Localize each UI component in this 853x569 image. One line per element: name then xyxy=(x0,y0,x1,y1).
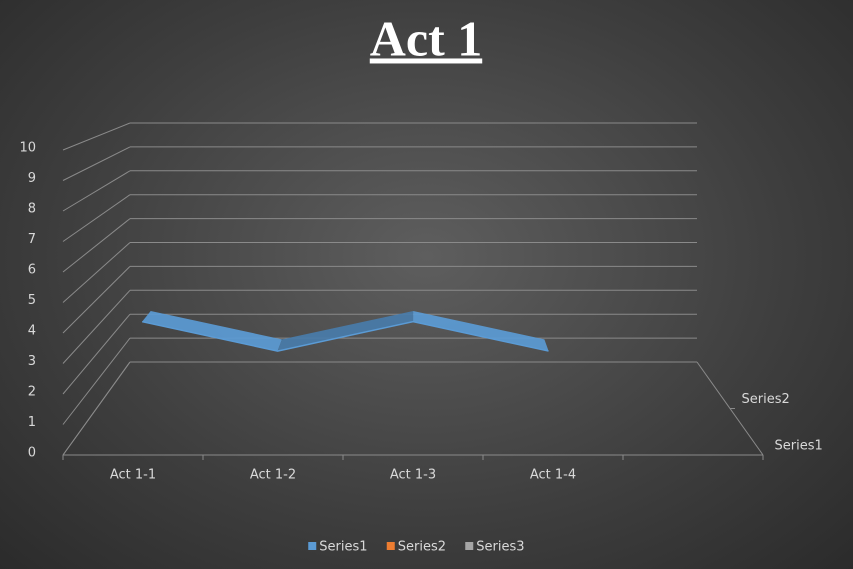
y-tick-label: 6 xyxy=(28,263,36,278)
grid-line xyxy=(62,122,131,151)
x-tick-label: Act 1-1 xyxy=(110,468,156,483)
ribbon-edge xyxy=(141,320,549,352)
legend-label: Series2 xyxy=(398,540,446,555)
grid-line xyxy=(62,361,131,456)
y-tick-label: 10 xyxy=(19,141,36,156)
grid-line xyxy=(62,313,131,395)
grid-line xyxy=(62,170,131,212)
depth-label: Series2 xyxy=(742,392,790,407)
grid-line xyxy=(62,146,131,181)
y-tick-label: 5 xyxy=(28,293,36,308)
x-tick-label: Act 1-2 xyxy=(250,468,296,483)
x-tick-label: Act 1-4 xyxy=(530,468,576,483)
ribbon-segment xyxy=(142,311,282,352)
legend-label: Series1 xyxy=(319,540,367,555)
y-tick-label: 4 xyxy=(28,324,36,339)
grid-line xyxy=(62,218,131,273)
legend-swatch xyxy=(308,542,317,550)
x-tick-label: Act 1-3 xyxy=(390,468,436,483)
ribbon-segment xyxy=(277,311,414,352)
legend-swatch xyxy=(386,542,395,550)
y-tick-label: 3 xyxy=(28,354,36,369)
y-tick-label: 1 xyxy=(28,415,36,430)
y-tick-label: 8 xyxy=(28,202,36,217)
grid-line xyxy=(62,289,131,364)
y-tick-label: 0 xyxy=(28,446,36,461)
legend-label: Series3 xyxy=(476,540,524,555)
grid-line xyxy=(62,194,131,242)
y-tick-label: 9 xyxy=(28,171,36,186)
grid-line xyxy=(62,242,131,303)
y-tick-label: 2 xyxy=(28,385,36,400)
y-tick-label: 7 xyxy=(28,232,36,247)
grid-line xyxy=(62,337,131,425)
legend-swatch xyxy=(465,542,474,550)
depth-label: Series1 xyxy=(775,438,823,453)
ribbon-segment xyxy=(413,311,549,352)
chart-title: Act 1 xyxy=(370,10,482,66)
grid-line xyxy=(62,266,131,334)
